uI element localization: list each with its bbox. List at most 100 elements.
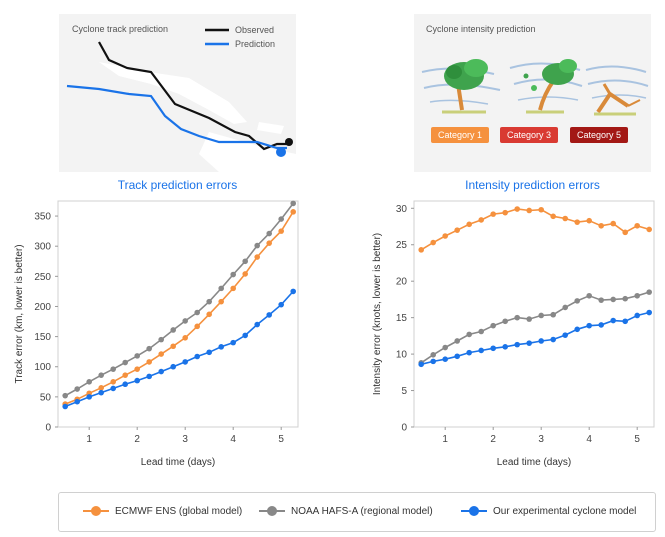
data-point-ecmwf [134, 366, 140, 372]
intensity-illustration-panel: Cyclone intensity prediction [414, 14, 651, 172]
data-point-noaa [502, 318, 508, 325]
data-point-noaa [230, 271, 236, 278]
data-point-ours [502, 344, 508, 350]
storm-illustrations [421, 59, 649, 116]
x-tick-label: 5 [634, 434, 640, 445]
category-3-badge: Category 3 [500, 127, 558, 143]
data-point-ours [430, 358, 436, 365]
y-axis-label: Track error (km, lower is better) [14, 244, 25, 383]
intensity-error-chart: 0 5 10 15 20 25 30 1 2 3 4 5 Lead time (days) Intensi… [372, 200, 655, 468]
x-tick-label: 3 [538, 434, 544, 445]
data-point-ecmwf [170, 343, 176, 350]
data-point-noaa [514, 314, 520, 321]
chart-legend: ECMWF ENS (global model) NOAA HAFS-A (re… [58, 492, 656, 532]
observed-track [98, 41, 291, 151]
plot-area [57, 200, 299, 428]
storm-category-3-icon [509, 59, 583, 114]
data-point-noaa [218, 285, 224, 292]
data-point-ours [418, 361, 424, 368]
land-cuba [99, 62, 247, 124]
data-point-ecmwf [526, 207, 532, 214]
data-point-noaa [442, 344, 448, 351]
data-point-noaa [146, 345, 152, 352]
data-point-noaa [194, 309, 200, 316]
data-point-noaa [526, 316, 532, 322]
data-point-ecmwf [598, 222, 604, 229]
data-point-ours [646, 309, 652, 316]
data-point-ours [254, 321, 260, 328]
data-point-ours [610, 317, 616, 324]
data-point-noaa [170, 327, 176, 333]
data-point-noaa [430, 352, 436, 358]
data-point-ours [478, 347, 484, 354]
data-point-noaa [574, 298, 580, 304]
data-point-noaa [538, 312, 544, 319]
observed-endpoint [285, 138, 293, 146]
legend-label-ecmwf: ECMWF ENS (global model) [115, 505, 243, 517]
legend-item-ours: Our experimental cyclone model [461, 505, 636, 517]
data-point-ours [490, 345, 496, 352]
data-point-ecmwf [586, 217, 592, 224]
data-point-ecmwf [514, 206, 520, 212]
data-point-ours [466, 349, 472, 356]
data-point-ecmwf [454, 227, 460, 233]
data-point-ecmwf [230, 285, 236, 292]
data-point-ours [290, 288, 297, 295]
y-tick-label: 5 [401, 386, 407, 397]
data-point-ecmwf [194, 323, 200, 330]
data-point-ours [454, 353, 460, 360]
data-point-ours [134, 377, 140, 384]
data-point-ecmwf [490, 211, 496, 217]
data-point-ours [574, 326, 580, 333]
data-point-ecmwf [218, 298, 224, 305]
data-point-ours [62, 403, 68, 410]
y-tick-label: 50 [40, 392, 52, 403]
data-point-ecmwf [254, 254, 260, 260]
data-point-ecmwf [646, 226, 652, 233]
legend-label-noaa: NOAA HAFS-A (regional model) [291, 505, 433, 517]
y-tick-label: 10 [396, 350, 408, 361]
data-point-noaa [254, 242, 260, 249]
data-point-noaa [610, 296, 616, 303]
legend-swatch-ecmwf [83, 505, 109, 517]
data-point-noaa [634, 292, 640, 299]
data-point-ours [538, 338, 544, 344]
data-point-ours [514, 341, 520, 348]
legend-swatch-noaa [259, 505, 285, 517]
data-point-ours [526, 340, 532, 346]
data-point-noaa [550, 311, 556, 318]
data-point-noaa [158, 336, 164, 343]
data-point-ecmwf [502, 209, 508, 216]
y-tick-label: 100 [34, 362, 51, 373]
data-point-noaa [242, 258, 248, 265]
data-point-ecmwf [242, 271, 248, 277]
data-point-ours [242, 332, 248, 339]
data-point-noaa [562, 304, 568, 311]
data-point-noaa [206, 298, 212, 305]
y-tick-label: 30 [396, 204, 408, 215]
y-tick-label: 25 [396, 240, 408, 251]
data-point-ecmwf [478, 217, 484, 223]
data-point-ours [146, 373, 152, 380]
data-point-noaa [490, 322, 496, 329]
x-tick-label: 1 [442, 434, 448, 445]
intensity-chart-title: Intensity prediction errors [465, 178, 600, 192]
storm-category-1-icon [421, 59, 501, 114]
data-point-ecmwf [466, 221, 472, 228]
y-tick-label: 200 [34, 302, 51, 313]
data-point-noaa [598, 297, 604, 303]
data-point-ours [158, 368, 164, 375]
x-tick-label: 5 [278, 434, 284, 445]
data-point-ecmwf [158, 351, 164, 357]
data-point-ours [634, 312, 640, 319]
data-point-ecmwf [538, 206, 544, 213]
data-point-ours [622, 318, 628, 325]
data-point-ecmwf [266, 240, 273, 246]
data-point-ecmwf [206, 311, 212, 318]
track-error-chart: 0 50 100 150 200 250 300 350 1 2 3 4 5 Lead time (day… [14, 200, 299, 468]
data-point-noaa [646, 289, 652, 295]
data-point-ecmwf [418, 247, 424, 253]
data-point-noaa [466, 331, 472, 338]
plot-area [413, 200, 655, 428]
data-point-ours [586, 322, 592, 329]
